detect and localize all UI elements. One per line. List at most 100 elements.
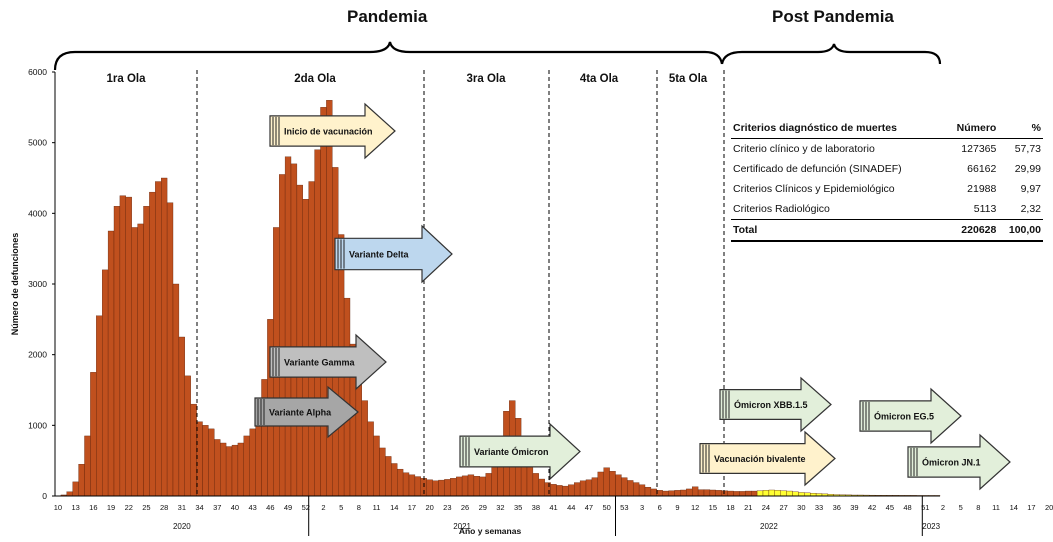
annotation-label-omicron-jn1: Ómicron JN.1 [922,457,981,468]
phase-title-post-pandemia: Post Pandemia [772,7,894,26]
table-total-label: Total [731,219,945,242]
bar [751,490,758,497]
bar [385,456,392,497]
bar [615,474,622,497]
bar [568,484,575,497]
x-tick-label: 50 [602,503,610,512]
bar [532,473,539,497]
bar [786,490,793,497]
x-tick-label: 21 [744,503,752,512]
table-row: Certificado de defunción (SINADEF) 66162… [731,159,1043,179]
table-cell-label: Criterios Radiológico [733,203,830,215]
y-tick-label: 1000 [28,420,47,430]
bar [538,478,545,497]
x-tick-label: 10 [54,503,62,512]
bar [166,202,174,497]
bar [426,479,433,497]
bar [544,482,551,497]
x-tick-label: 31 [178,503,186,512]
x-tick-label: 2 [941,503,945,512]
table-cell-label: Certificado de defunción (SINADEF) [733,163,902,175]
bar [397,468,404,497]
bar [444,479,451,497]
bar [621,477,628,497]
x-tick-label: 28 [160,503,168,512]
bar [102,269,109,497]
table-total-percent: 100,00 [998,219,1043,242]
bar [733,491,740,497]
x-tick-label: 12 [691,503,699,512]
bar [78,464,85,497]
bar [485,473,492,497]
x-tick-label: 14 [390,503,398,512]
bar [450,478,457,497]
bar [674,490,681,497]
year-label: 2020 [173,522,191,531]
x-tick-label: 2 [321,503,325,512]
bar [703,489,711,497]
bar [355,375,362,497]
y-tick-label: 3000 [28,279,47,289]
x-tick-label: 3 [640,503,644,512]
x-tick-label: 22 [125,503,133,512]
table-header-row: Criterios diagnóstico de muertes Número … [731,118,1043,139]
bar [408,474,416,497]
table-cell-percent: 9,97 [1020,183,1041,195]
bar [125,196,132,497]
x-tick-label: 29 [479,503,487,512]
annotation-arrow-variante-alpha [254,385,359,439]
x-tick-label: 26 [461,503,469,512]
x-tick-label: 5 [959,503,963,512]
bar [343,297,351,497]
annotation-label-variante-alpha: Variante Alpha [269,408,332,418]
bar [107,230,115,497]
bar [526,464,534,497]
bar [456,476,463,497]
x-tick-label: 36 [833,503,841,512]
bar [473,476,480,497]
table-row: Criterios Radiológico 5113 2,32 [731,199,1043,220]
bar [609,471,616,497]
x-tick-label: 25 [142,503,150,512]
y-tick-label: 0 [42,491,47,501]
annotation-arrow-inicio-vacunacion [269,102,396,160]
bar [402,472,410,497]
table-header-percent: % [998,118,1043,139]
bar [715,490,722,497]
table-cell-percent: 2,32 [1020,203,1041,215]
bar [574,482,581,497]
x-tick-label: 17 [408,503,416,512]
table-cell-percent: 29,99 [1014,163,1041,175]
bar [721,490,728,497]
x-tick-label: 23 [443,503,451,512]
y-tick-label: 4000 [28,208,47,218]
x-tick-label: 19 [107,503,115,512]
bar [432,480,439,497]
year-label: 2021 [453,522,471,531]
table-total-number: 220628 [944,219,999,242]
bar [562,485,569,497]
annotation-label-omicron-eg5: Ómicron EG.5 [874,411,934,422]
bar [391,463,398,497]
x-tick-label: 9 [675,503,679,512]
annotation-arrow-omicron-xbb [719,376,832,433]
table-total-row: Total 220628 100,00 [731,219,1043,242]
bar [190,403,197,497]
table-cell-percent: 57,73 [1014,143,1041,155]
x-tick-label: 47 [585,503,593,512]
bar [131,227,138,497]
bar [780,490,787,497]
x-tick-label: 5 [339,503,343,512]
x-tick-label: 39 [850,503,858,512]
bar [479,476,486,497]
bar [798,492,805,497]
bar [367,421,374,497]
bar [550,484,557,497]
bar [261,379,268,497]
x-tick-label: 15 [709,503,717,512]
x-tick-label: 17 [1027,503,1035,512]
bar [237,442,244,497]
bar [231,444,239,497]
bar [379,447,386,497]
